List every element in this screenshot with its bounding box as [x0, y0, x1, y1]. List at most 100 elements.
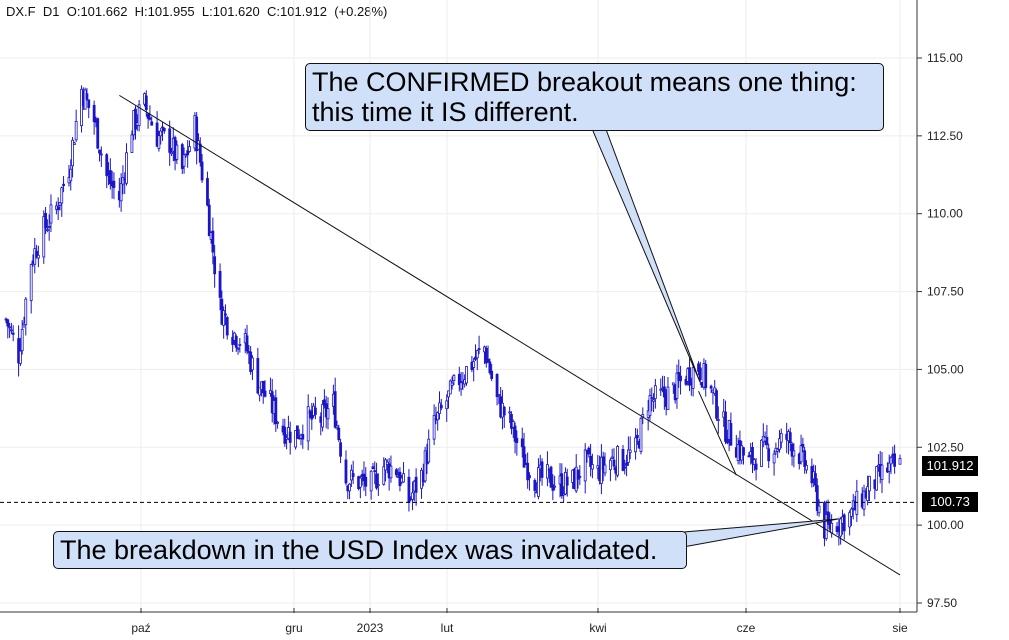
- candle-body: [709, 385, 713, 389]
- candle-body: [24, 298, 28, 326]
- candle-body: [389, 465, 393, 479]
- candle-body: [423, 450, 427, 482]
- candle-body: [245, 335, 249, 352]
- x-tick-label: paź: [131, 621, 150, 635]
- candle-body: [83, 89, 87, 110]
- candle-body: [71, 139, 74, 167]
- candle-body: [218, 271, 222, 298]
- candle-body: [772, 453, 776, 464]
- candle-body: [724, 411, 727, 442]
- candle-body: [465, 366, 468, 384]
- x-tick-label: kwi: [589, 621, 606, 635]
- candle-body: [751, 447, 754, 464]
- candle-body: [679, 375, 682, 382]
- candle-body: [155, 122, 159, 147]
- candle-body: [790, 443, 794, 457]
- candle-body: [698, 367, 702, 380]
- candle-body: [448, 380, 452, 395]
- candle-body: [200, 161, 204, 181]
- candle-body: [98, 149, 101, 154]
- candle-body: [146, 113, 150, 119]
- close-value: C:101.912: [266, 4, 327, 19]
- candle-body: [488, 361, 492, 374]
- axes-layer: 115.00 112.50 110.00 107.50 105.00 102.50 100.…: [0, 0, 964, 635]
- candle-body: [578, 476, 582, 478]
- candle-body: [497, 394, 501, 397]
- candle-body: [29, 264, 33, 301]
- breakdown-callout: The breakdown in the USD Index was inval…: [53, 531, 687, 570]
- candle-body: [450, 382, 454, 386]
- candle-body: [376, 484, 380, 487]
- candle-body: [35, 250, 38, 258]
- candle-body: [234, 335, 238, 348]
- candle-body: [445, 400, 449, 410]
- candle-body: [112, 180, 116, 188]
- candle-body: [18, 350, 22, 364]
- candle-body: [537, 467, 540, 497]
- candle-body: [344, 459, 348, 484]
- candle-body: [893, 453, 897, 467]
- candle-body: [671, 382, 675, 386]
- candle-body: [889, 457, 893, 465]
- candle-body: [313, 407, 317, 415]
- x-tick-label: lut: [441, 621, 454, 635]
- candle-body: [157, 135, 161, 149]
- candle-body: [211, 230, 215, 253]
- candle-body: [898, 458, 902, 465]
- candle-body: [752, 459, 756, 466]
- candle-body: [490, 370, 494, 379]
- candle-body: [402, 473, 405, 483]
- candle-body: [715, 390, 718, 419]
- candle-body: [348, 483, 351, 492]
- candle-body: [850, 508, 853, 517]
- candle-body: [150, 121, 154, 126]
- y-tick-label: 112.50: [927, 129, 963, 143]
- candle-body: [438, 402, 441, 414]
- candle-body: [801, 443, 805, 448]
- candle-body: [306, 406, 310, 442]
- candle-body: [839, 518, 843, 537]
- candle-body: [522, 446, 526, 468]
- candle-body: [222, 310, 226, 326]
- candle-body: [258, 387, 262, 396]
- candle-body: [754, 463, 758, 470]
- candle-body: [495, 374, 499, 397]
- candle-body: [148, 117, 152, 120]
- candle-body: [411, 492, 414, 500]
- candle-body: [87, 99, 91, 108]
- candle-body: [779, 432, 783, 443]
- candle-body: [639, 417, 643, 452]
- candle-body: [231, 336, 235, 345]
- candle-body: [182, 154, 186, 167]
- candle-body: [251, 357, 254, 371]
- candle-body: [546, 464, 549, 479]
- candle-body: [85, 93, 89, 100]
- candle-body: [776, 448, 780, 452]
- candle-body: [452, 375, 456, 382]
- candle-body: [815, 485, 819, 511]
- candle-body: [168, 128, 172, 153]
- candle-body: [130, 134, 134, 153]
- candle-body: [162, 128, 166, 132]
- candle-body: [648, 395, 652, 416]
- candle-body: [326, 408, 330, 420]
- candle-body: [439, 404, 443, 409]
- downtrend-line: [119, 94, 901, 576]
- candle-body: [817, 505, 821, 514]
- candle-body: [526, 462, 530, 481]
- candle-body: [385, 461, 389, 465]
- candle-body: [814, 473, 817, 486]
- candle-body: [484, 348, 488, 364]
- candle-body: [635, 434, 639, 439]
- candle-body: [508, 411, 512, 414]
- candle-body: [159, 130, 163, 137]
- symbol-header: DX.F D1 O:101.662 H:101.955 L:101.620 C:…: [6, 4, 387, 19]
- candle-body: [296, 425, 299, 439]
- y-tick-label: 97.50: [927, 596, 957, 610]
- candle-body: [729, 423, 733, 446]
- candle-body: [134, 108, 137, 130]
- candle-body: [691, 367, 695, 389]
- symbol-name: DX.F: [6, 4, 36, 19]
- candle-body: [583, 449, 587, 482]
- candle-body: [20, 329, 24, 352]
